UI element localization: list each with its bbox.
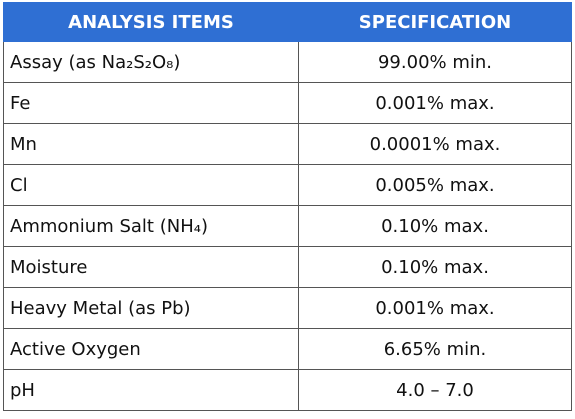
item-cell: pH [3, 369, 299, 411]
item-cell: Assay (as Na₂S₂O₈) [3, 41, 299, 83]
spec-cell: 4.0 – 7.0 [298, 369, 572, 411]
spec-cell: 0.10% max. [298, 205, 572, 247]
table-row: Mn 0.0001% max. [3, 123, 572, 165]
item-cell: Moisture [3, 246, 299, 288]
table-row: Active Oxygen 6.65% min. [3, 328, 572, 370]
table-row: Fe 0.001% max. [3, 82, 572, 124]
spec-cell: 0.005% max. [298, 164, 572, 206]
table-row: Assay (as Na₂S₂O₈) 99.00% min. [3, 41, 572, 83]
header-cell: SPECIFICATION [298, 2, 572, 42]
item-cell: Fe [3, 82, 299, 124]
item-cell: Active Oxygen [3, 328, 299, 370]
table-row: Ammonium Salt (NH₄) 0.10% max. [3, 205, 572, 247]
table-row: pH 4.0 – 7.0 [3, 369, 572, 411]
table-body: Assay (as Na₂S₂O₈) 99.00% min. Fe 0.001% ma… [3, 41, 572, 411]
table-row: Moisture 0.10% max. [3, 246, 572, 288]
header-row: ANALYSIS ITEMS SPECIFICATION [3, 2, 572, 42]
spec-cell: 99.00% min. [298, 41, 572, 83]
item-cell: Cl [3, 164, 299, 206]
item-cell: Heavy Metal (as Pb) [3, 287, 299, 329]
item-cell: Mn [3, 123, 299, 165]
spec-table: ANALYSIS ITEMS SPECIFICATION Assay (as N… [3, 2, 572, 411]
item-cell: Ammonium Salt (NH₄) [3, 205, 299, 247]
table-row: Cl 0.005% max. [3, 164, 572, 206]
spec-cell: 0.001% max. [298, 82, 572, 124]
table-header: ANALYSIS ITEMS SPECIFICATION [3, 2, 572, 42]
header-cell: ANALYSIS ITEMS [3, 2, 299, 42]
spec-cell: 0.001% max. [298, 287, 572, 329]
table-row: Heavy Metal (as Pb) 0.001% max. [3, 287, 572, 329]
spec-cell: 6.65% min. [298, 328, 572, 370]
spec-cell: 0.0001% max. [298, 123, 572, 165]
spec-cell: 0.10% max. [298, 246, 572, 288]
